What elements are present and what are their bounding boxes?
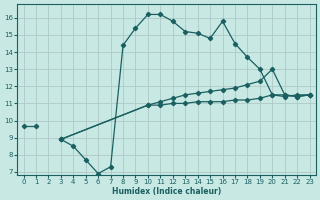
X-axis label: Humidex (Indice chaleur): Humidex (Indice chaleur): [112, 187, 221, 196]
